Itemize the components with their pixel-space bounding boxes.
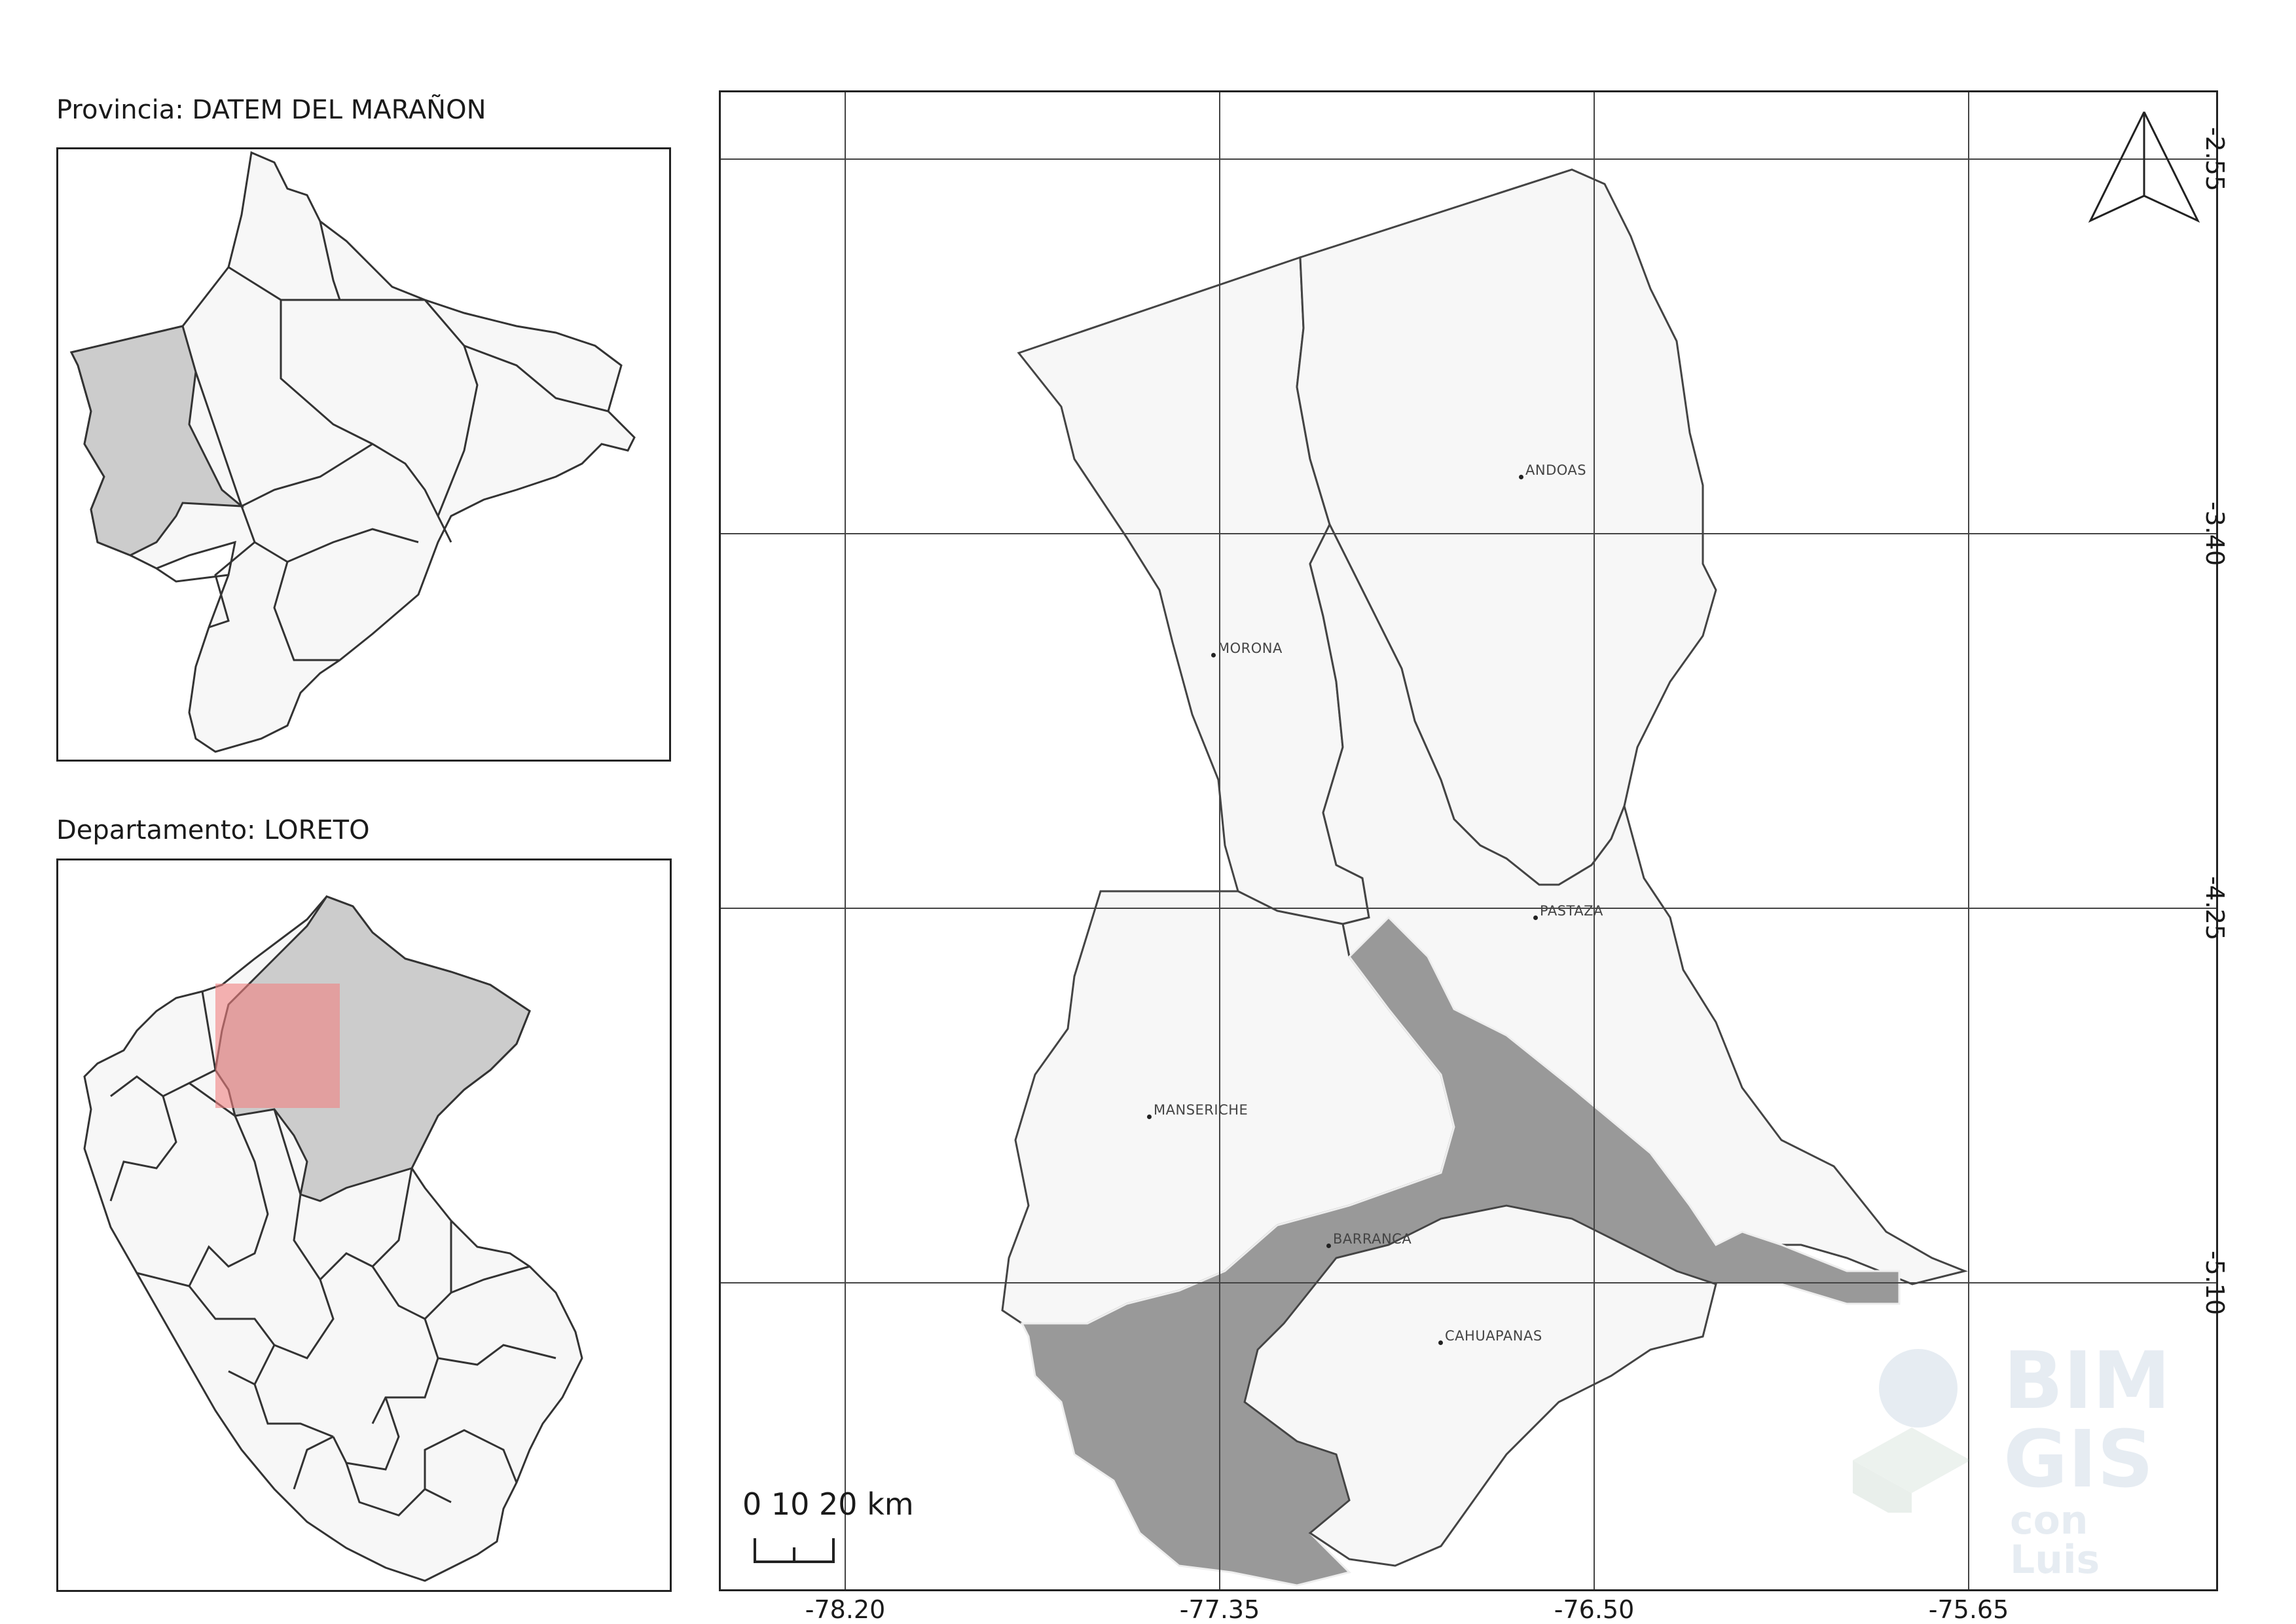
place-dot-cahuapanas: [1438, 1340, 1443, 1345]
district-cahuapanas: [1243, 1204, 1717, 1567]
x-tick-label: -78.20: [805, 1595, 886, 1624]
x-tick-label: -76.50: [1554, 1595, 1635, 1624]
x-tick-label: -75.65: [1928, 1595, 2009, 1624]
place-label-pastaza: PASTAZA: [1540, 903, 1603, 919]
place-label-andoas: ANDOAS: [1525, 462, 1587, 478]
province-districts: [69, 151, 636, 753]
department-inset-title: Departamento: LORETO: [56, 815, 370, 845]
graticule: [721, 92, 2216, 1589]
watermark-logo-icon: [1853, 1349, 1971, 1513]
x-tick-label: -77.35: [1179, 1595, 1260, 1624]
province-datem-highlight: [69, 325, 245, 557]
department-inset-map: [56, 858, 672, 1592]
main-map: [719, 90, 2218, 1591]
y-tick-label: -4.25: [2200, 876, 2229, 941]
province-inset-map: [56, 147, 671, 762]
place-label-barranca: BARRANCA: [1333, 1231, 1412, 1247]
province-inset-title: Provincia: DATEM DEL MARAÑON: [56, 95, 486, 125]
watermark: BIM GIS con Luis: [1846, 1329, 2187, 1579]
province-district-lines: [156, 221, 609, 661]
place-dot-manseriche: [1147, 1115, 1152, 1119]
main-map-canvas: [721, 92, 2216, 1589]
watermark-line2: GIS: [2003, 1414, 2154, 1505]
peru-map: [83, 895, 583, 1582]
place-dot-pastaza: [1533, 915, 1538, 920]
place-dot-morona: [1211, 653, 1216, 657]
district-polygons: [1001, 168, 1968, 1587]
y-tick-label: -5.10: [2200, 1250, 2229, 1316]
place-label-cahuapanas: CAHUAPANAS: [1445, 1328, 1542, 1344]
place-label-morona: MORONA: [1218, 640, 1283, 656]
watermark-line3: con Luis: [2010, 1498, 2100, 1583]
place-dot-barranca: [1326, 1244, 1331, 1248]
watermark-line1: BIM: [2003, 1336, 2171, 1427]
north-arrow-icon: [2088, 111, 2200, 223]
y-tick-label: -3.40: [2200, 501, 2229, 566]
place-label-manseriche: MANSERICHE: [1154, 1102, 1248, 1118]
department-lines: [109, 991, 556, 1517]
extent-indicator: [215, 984, 340, 1108]
scale-bar-label: 0 10 20 km: [742, 1486, 914, 1522]
y-tick-label: -2.55: [2200, 126, 2229, 192]
place-dot-andoas: [1519, 475, 1523, 479]
scale-bar: [754, 1538, 835, 1563]
